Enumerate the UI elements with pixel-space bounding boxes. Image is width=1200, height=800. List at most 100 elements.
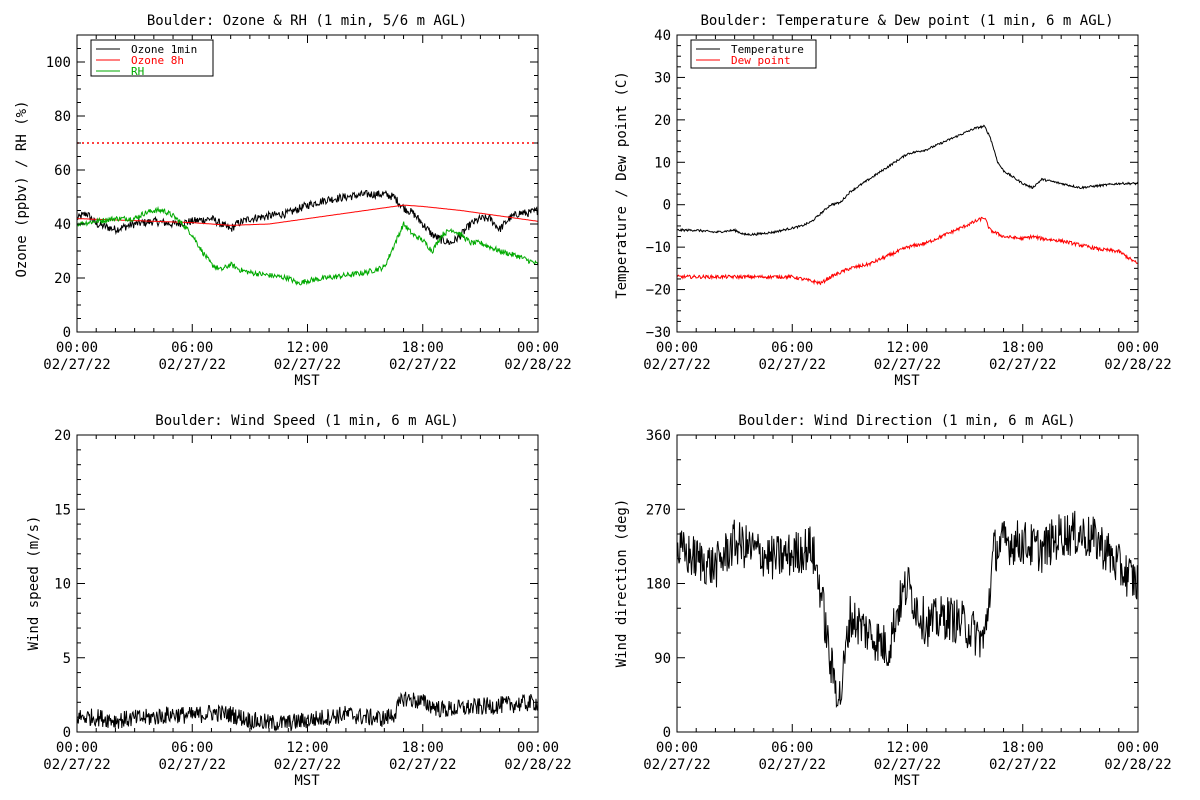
temp-y-tick-label: −10 [646, 240, 671, 256]
wspd-x-tick-date: 02/27/22 [43, 757, 110, 773]
ozone-8h-legend-label: Ozone 8h [131, 54, 184, 67]
wspd-y-tick-label: 5 [63, 651, 71, 667]
ozone-chart-title: Boulder: Ozone & RH (1 min, 5/6 m AGL) [147, 13, 467, 29]
ozone-rh-panel: Boulder: Ozone & RH (1 min, 5/6 m AGL) O… [14, 13, 467, 389]
ozone-x-axis-label: MST [294, 373, 320, 389]
wspd-y-axis-label: Wind speed (m/s) [26, 516, 42, 651]
ozone-x-tick-time: 00:00 [517, 340, 559, 356]
ozone-x-tick-time: 18:00 [402, 340, 444, 356]
ozone-y-axis-label: Ozone (ppbv) / RH (%) [14, 100, 30, 277]
wdir-y-tick-label: 90 [654, 651, 671, 667]
temp-x-tick-date: 02/27/22 [643, 357, 710, 373]
ozone-series-ozone-8h [77, 204, 538, 226]
temp-y-tick-label: 40 [654, 28, 671, 44]
ozone-x-tick-date: 02/27/22 [43, 357, 110, 373]
ozone-legend-box [90, 39, 214, 77]
wspd-plot-area: 0510152000:0002/27/2206:0002/27/2212:000… [43, 428, 571, 773]
wdir-x-tick-time: 12:00 [886, 740, 928, 756]
wspd-x-tick-date: 02/27/22 [274, 757, 341, 773]
wspd-series-wind-speed [77, 691, 538, 732]
wind-direction-panel: Boulder: Wind Direction (1 min, 6 m AGL)… [614, 413, 1076, 789]
wspd-y-tick-label: 20 [54, 428, 71, 444]
temp-x-tick-date: 02/27/22 [989, 357, 1056, 373]
wspd-x-tick-time: 06:00 [171, 740, 213, 756]
temp-series-dew-point [677, 216, 1138, 286]
ozone-x-tick-time: 00:00 [56, 340, 98, 356]
wspd-x-tick-time: 12:00 [286, 740, 328, 756]
ozone-y-tick-label: 60 [54, 163, 71, 179]
dewpoint-legend-label: Dew point [731, 54, 791, 67]
wdir-x-tick-date: 02/27/22 [759, 757, 826, 773]
ozone-series-rh [77, 205, 538, 286]
wdir-y-tick-label: 180 [646, 577, 671, 593]
temp-x-tick-time: 06:00 [771, 340, 813, 356]
ozone-x-tick-time: 06:00 [171, 340, 213, 356]
wspd-x-axis-label: MST [294, 773, 320, 789]
wspd-x-tick-time: 00:00 [56, 740, 98, 756]
temp-legend-box [690, 39, 817, 69]
ozone-y-tick-label: 20 [54, 271, 71, 287]
wspd-y-tick-label: 10 [54, 577, 71, 593]
wdir-chart-title: Boulder: Wind Direction (1 min, 6 m AGL) [738, 413, 1075, 429]
wdir-x-tick-date: 02/27/22 [643, 757, 710, 773]
wspd-x-tick-time: 18:00 [402, 740, 444, 756]
temp-plot-area: −30−20−1001020304000:0002/27/2206:0002/2… [643, 28, 1171, 373]
wdir-x-tick-time: 18:00 [1002, 740, 1044, 756]
temp-x-tick-time: 00:00 [656, 340, 698, 356]
wspd-x-tick-time: 00:00 [517, 740, 559, 756]
temp-chart-title: Boulder: Temperature & Dew point (1 min,… [700, 13, 1113, 29]
temp-x-tick-date: 02/27/22 [874, 357, 941, 373]
ozone-x-tick-time: 12:00 [286, 340, 328, 356]
wspd-x-tick-date: 02/28/22 [504, 757, 571, 773]
ozone-x-tick-date: 02/28/22 [504, 357, 571, 373]
ozone-y-tick-label: 100 [46, 55, 71, 71]
wspd-y-tick-label: 0 [63, 725, 71, 741]
wdir-y-tick-label: 360 [646, 428, 671, 444]
wdir-x-tick-date: 02/28/22 [1104, 757, 1171, 773]
ozone-plot-area: 02040608010000:0002/27/2206:0002/27/2212… [43, 34, 572, 373]
temperature-legend-label: Temperature [731, 43, 804, 56]
ozone-x-tick-date: 02/27/22 [274, 357, 341, 373]
wspd-x-tick-date: 02/27/22 [389, 757, 456, 773]
wdir-y-tick-label: 270 [646, 502, 671, 518]
wdir-x-axis-label: MST [894, 773, 920, 789]
ozone-plot-frame [76, 34, 539, 333]
temp-y-tick-label: 30 [654, 70, 671, 86]
ozone-x-tick-date: 02/27/22 [389, 357, 456, 373]
wdir-x-tick-date: 02/27/22 [874, 757, 941, 773]
ozone-series-ozone-1min [77, 189, 538, 246]
temp-y-tick-label: −30 [646, 325, 671, 341]
wdir-x-tick-time: 06:00 [771, 740, 813, 756]
wspd-x-tick-date: 02/27/22 [159, 757, 226, 773]
temp-plot-frame [676, 34, 1139, 333]
temp-x-tick-time: 12:00 [886, 340, 928, 356]
wdir-plot-area: 09018027036000:0002/27/2206:0002/27/2212… [643, 428, 1171, 773]
ozone-y-tick-label: 0 [63, 325, 71, 341]
ozone-y-tick-label: 40 [54, 217, 71, 233]
temp-y-tick-label: −20 [646, 283, 671, 299]
temp-x-tick-time: 00:00 [1117, 340, 1159, 356]
temp-series-temperature [677, 124, 1138, 236]
temp-y-tick-label: 20 [654, 113, 671, 129]
ozone-1min-legend-label: Ozone 1min [131, 43, 197, 56]
temp-x-axis-label: MST [894, 373, 920, 389]
wdir-x-tick-date: 02/27/22 [989, 757, 1056, 773]
ozone-y-tick-label: 80 [54, 109, 71, 125]
ozone-x-tick-date: 02/27/22 [159, 357, 226, 373]
temp-y-axis-label: Temperature / Dew point (C) [614, 71, 630, 299]
rh-legend-label: RH [131, 65, 144, 78]
wdir-y-tick-label: 0 [663, 725, 671, 741]
temp-y-tick-label: 0 [663, 198, 671, 214]
temp-x-tick-date: 02/27/22 [759, 357, 826, 373]
temp-x-tick-date: 02/28/22 [1104, 357, 1171, 373]
wdir-series-wind-direction [677, 510, 1138, 709]
wspd-chart-title: Boulder: Wind Speed (1 min, 6 m AGL) [155, 413, 458, 429]
wdir-x-tick-time: 00:00 [656, 740, 698, 756]
temperature-dewpoint-panel: Boulder: Temperature & Dew point (1 min,… [614, 13, 1114, 389]
temp-x-tick-time: 18:00 [1002, 340, 1044, 356]
wspd-y-tick-label: 15 [54, 502, 71, 518]
wdir-y-axis-label: Wind direction (deg) [614, 499, 630, 668]
wind-speed-panel: Boulder: Wind Speed (1 min, 6 m AGL) Win… [26, 413, 459, 789]
wspd-plot-frame [76, 434, 539, 733]
